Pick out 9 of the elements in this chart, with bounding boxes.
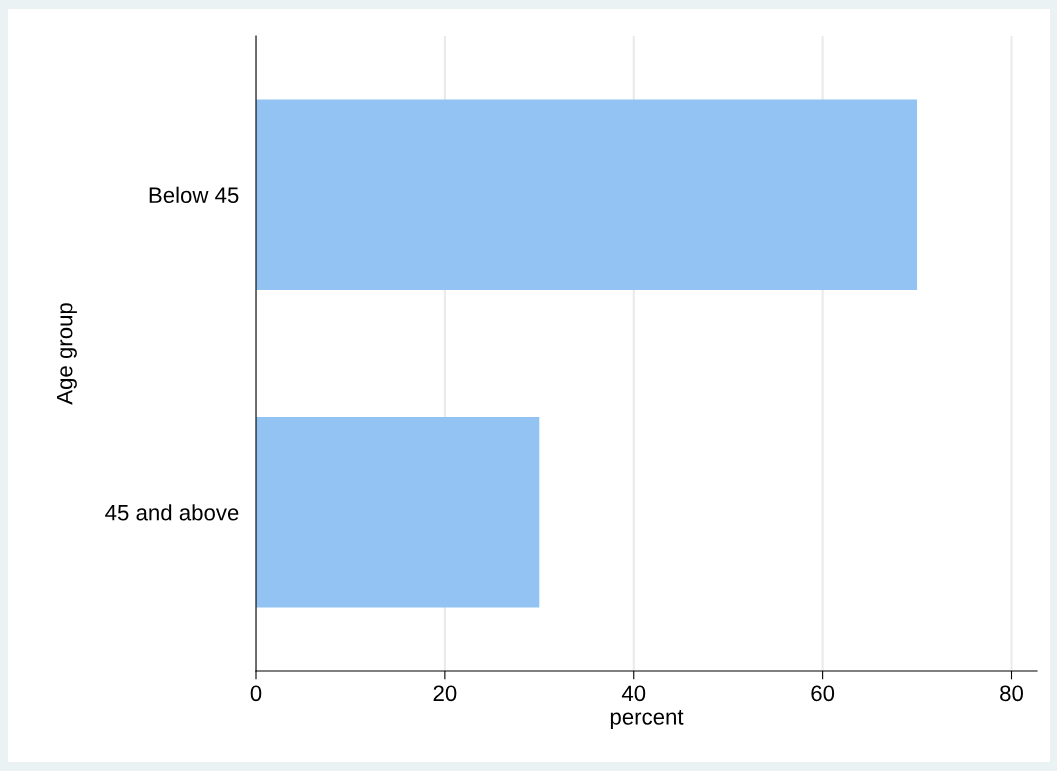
x-tick-label: 80 xyxy=(1000,685,1023,702)
x-tick-label: 60 xyxy=(811,685,835,702)
y-tick-label: 45 and above xyxy=(105,504,239,521)
y-tick-label: Below 45 xyxy=(149,186,239,204)
x-tick-label: 20 xyxy=(433,685,457,702)
x-axis-title: percent xyxy=(610,710,684,730)
x-tick-label: 0 xyxy=(250,685,262,702)
y-axis-title: Age group xyxy=(56,303,77,405)
x-tick-label: 40 xyxy=(621,685,646,702)
